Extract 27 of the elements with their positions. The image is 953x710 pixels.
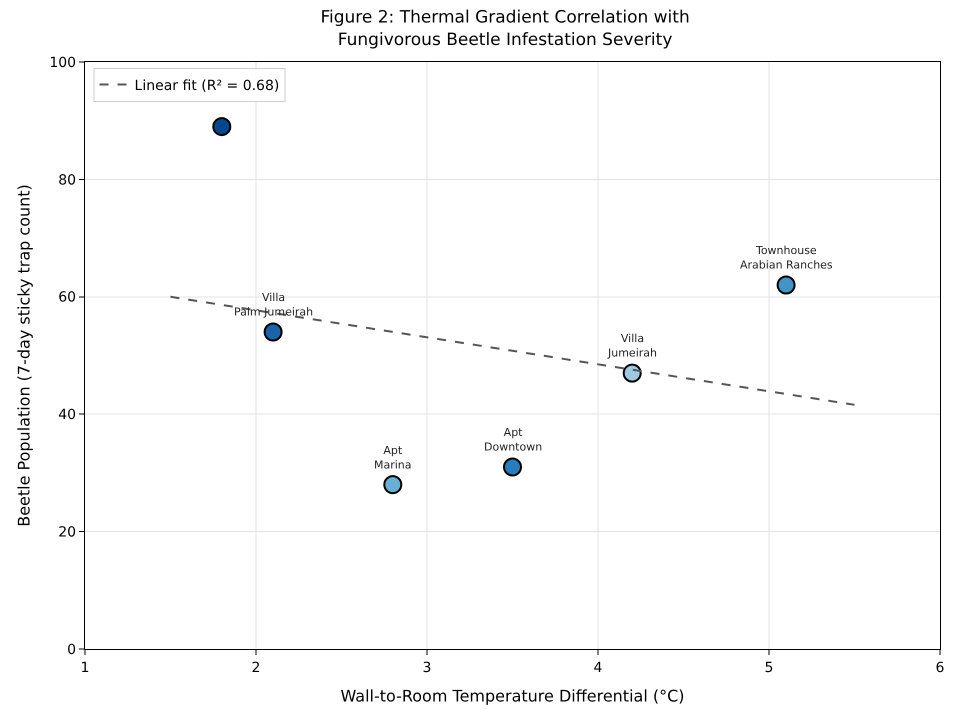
annotation: Villa Palm Jumeirah [234,291,314,318]
x-tick-label: 6 [936,660,945,676]
annotation: Apt Marina [374,444,412,472]
point [264,322,283,342]
x-tick-label: 2 [252,660,260,676]
annotation: Villa Jumeirah [607,332,658,360]
y-tick-label: 60 [58,290,76,306]
y-tick-label: 40 [58,407,76,424]
legend-label: Linear fit (R² = 0.68) [134,78,280,94]
point [622,364,642,383]
annotation: Apt Downtown [484,426,542,454]
x-tick-label: 3 [422,660,432,676]
point [383,475,402,494]
point [776,276,796,295]
annotation: Townhouse Arabian Ranches [740,244,833,272]
x-tick-label: 1 [80,660,90,676]
y-tick-label: 0 [67,642,76,658]
y-tick-label: 100 [49,54,76,71]
point [212,117,232,136]
x-axis-title: Wall-to-Room Temperature Differential (°C) [340,686,685,706]
x-tick-label: 4 [594,660,603,676]
y-axis-title: Beetle Population (7-day sticky trap count) [14,184,34,527]
chart-title: Figure 2: Thermal Gradient Correlation with Fungivorous Beetle Infestation Severity [320,8,690,50]
x-tick-label: 5 [764,660,774,676]
y-tick-label: 20 [58,524,76,540]
y-tick-label: 80 [58,172,76,188]
point [503,458,522,477]
